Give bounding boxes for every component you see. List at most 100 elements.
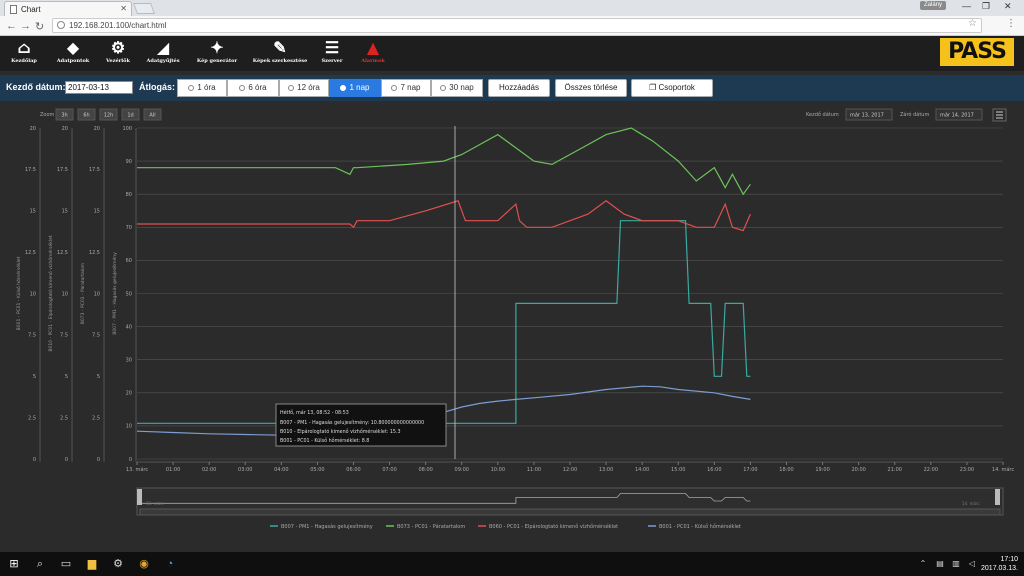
y-tick-label: 70 (126, 225, 132, 231)
x-tick-label: 13:00 (599, 467, 613, 473)
export-menu-icon[interactable] (992, 108, 1007, 122)
legend-item[interactable]: B073 - PC01 - Páratartalom (386, 523, 465, 530)
maximize-icon[interactable]: ❐ (982, 1, 991, 11)
reload-icon[interactable]: ↻ (35, 21, 45, 33)
navigator-left-handle[interactable] (137, 489, 142, 505)
url-input[interactable]: 192.168.201.100/chart.html (52, 18, 982, 33)
zoom-button-box[interactable] (121, 108, 140, 121)
task-view-icon[interactable]: ▭ (60, 558, 72, 570)
close-window-icon[interactable]: ✕ (1004, 1, 1012, 11)
y-tick-label: 20 (94, 126, 100, 132)
x-tick-label: 14. márc (992, 466, 1014, 473)
zoom-button-3h[interactable]: 3h (55, 108, 74, 121)
back-icon[interactable]: ← (6, 20, 17, 32)
y-tick-label: 20 (30, 126, 36, 132)
nav-server[interactable]: ☰ Szerver (318, 36, 346, 71)
range-12h[interactable]: 12 óra (279, 79, 329, 97)
zoom-controls: Zoom 3h 6h 12h 1d All (40, 108, 162, 121)
close-tab-icon[interactable]: ✕ (120, 4, 127, 13)
y-tick-label: 20 (126, 391, 132, 397)
y-tick-label: 15 (62, 209, 68, 215)
range-1d[interactable]: 1 nap (329, 79, 381, 97)
search-icon[interactable]: ⌕ (36, 558, 44, 570)
nav-edit-images[interactable]: ✎ Képek szerkesztése (250, 36, 310, 71)
y-tick-label: 0 (65, 457, 68, 463)
legend-label: B001 - PC01 - Külső hőmérséklet (659, 523, 741, 530)
tooltip-row: B001 - PC01 - Külső hőmérséklet: 8.8 (280, 437, 369, 444)
nav-home[interactable]: ⌂ Kezdőlap (6, 36, 42, 71)
zoom-button-box[interactable] (99, 108, 118, 121)
zoom-button-6h[interactable]: 6h (77, 108, 96, 121)
zoom-button-1d[interactable]: 1d (121, 108, 140, 121)
y-tick-label: 2.5 (28, 415, 36, 421)
range-6h[interactable]: 6 óra (227, 79, 279, 97)
nav-controllers[interactable]: ⚙ Vezérlők (100, 36, 136, 71)
x-tick-label: 17:00 (743, 467, 757, 473)
windows-start-icon[interactable]: ⊞ (9, 558, 19, 570)
y-tick-label: 12.5 (89, 250, 100, 256)
settings-icon[interactable]: ⚙ (113, 558, 123, 570)
line-chart[interactable]: Zoom 3h 6h 12h 1d All Kezdő dátum már 13, 20… (0, 101, 1024, 549)
chrome-icon[interactable]: ◉ (139, 558, 149, 570)
zoom-button-12h[interactable]: 12h (99, 108, 118, 121)
zoom-button-label: 6h (83, 113, 89, 119)
start-date-input[interactable] (65, 81, 133, 94)
zoom-button-box[interactable] (143, 108, 162, 121)
browser-menu-icon[interactable]: ⋮ (1006, 18, 1016, 29)
legend-item[interactable]: B007 - PM1 - Hagasás gelujesítmény (270, 523, 373, 530)
y-tick-label: 7.5 (92, 333, 100, 339)
profile-badge[interactable]: Zalány (920, 1, 946, 10)
file-explorer-icon[interactable]: ▆ (87, 558, 97, 570)
navigator[interactable]: 13. márc 14. márc (136, 487, 1004, 516)
range-label: 1 óra (197, 83, 216, 92)
from-date-box[interactable] (845, 108, 893, 121)
navigator-right-handle[interactable] (995, 489, 1000, 505)
new-tab-button[interactable] (132, 3, 156, 14)
nav-image-generator[interactable]: ✦ Kép generátor (194, 36, 240, 71)
forward-icon[interactable]: → (20, 20, 31, 32)
y-tick-label: 5 (65, 374, 68, 380)
navigator-scrollbar[interactable] (139, 508, 1001, 516)
add-button[interactable]: Hozzáadás (488, 79, 550, 97)
nav-alarms[interactable]: ▲ Alarmok (356, 36, 390, 71)
zoom-button-all[interactable]: All (143, 108, 162, 121)
y-tick-label: 40 (126, 324, 132, 330)
groups-label: Csoportok (658, 83, 695, 92)
keyboard-icon[interactable]: ▤ (936, 559, 944, 568)
legend-item[interactable]: B001 - PC01 - Külső hőmérséklet (648, 523, 741, 530)
y-axis-title: B001 - PC01 - Külső hőmérséklet (15, 256, 22, 330)
zoom-button-box[interactable] (77, 108, 96, 121)
range-1h[interactable]: 1 óra (177, 79, 227, 97)
range-30d[interactable]: 30 nap (431, 79, 483, 97)
bookmark-star-icon[interactable]: ☆ (968, 18, 977, 29)
network-icon[interactable]: ▥ (952, 559, 960, 568)
legend: B007 - PM1 - Hagasás gelujesítmény B073 -… (270, 523, 741, 530)
nav-datapoints[interactable]: ◆ Adatpontok (52, 36, 94, 71)
groups-button[interactable]: ❐ Csoportok (631, 79, 713, 97)
series-line-0 (137, 220, 751, 424)
system-clock[interactable]: 17:10 2017.03.13. (981, 555, 1018, 573)
y-axes: 0 2.5 5 7.5 10 12.5 15 17.5 20 B001 - PC01 - Küls… (15, 126, 137, 463)
clear-all-button[interactable]: Összes törlése (555, 79, 627, 97)
x-tick-label: 11:00 (527, 467, 541, 473)
start-date-label: Kezdő dátum: (6, 82, 66, 92)
x-tick-label: 16:00 (707, 467, 721, 473)
gears-icon: ⚙ (110, 38, 126, 57)
tray-chevron-icon[interactable]: ⌃ (919, 559, 927, 568)
x-tick-label: 05:00 (310, 467, 324, 473)
nav-data-collection[interactable]: ◢ Adatgyűjtés (142, 36, 184, 71)
series-lines (136, 127, 751, 437)
clock-date: 2017.03.13. (981, 565, 1018, 572)
app-clock-icon[interactable]: ◔ (166, 558, 174, 570)
to-date-box[interactable] (935, 108, 983, 121)
chart-area: Zoom 3h 6h 12h 1d All Kezdő dátum már 13, 20… (0, 101, 1024, 549)
range-label: 30 nap (449, 83, 474, 92)
browser-tab[interactable]: Chart ✕ (4, 1, 132, 16)
volume-icon[interactable]: ◁ (968, 559, 976, 568)
server-icon: ☰ (324, 38, 340, 57)
range-7d[interactable]: 7 nap (381, 79, 431, 97)
legend-item[interactable]: B060 - PC01 - Elpárologtató kimenő vízhő… (478, 523, 618, 530)
info-icon[interactable] (57, 21, 65, 29)
minimize-icon[interactable]: — (962, 1, 971, 11)
zoom-button-box[interactable] (55, 108, 74, 121)
